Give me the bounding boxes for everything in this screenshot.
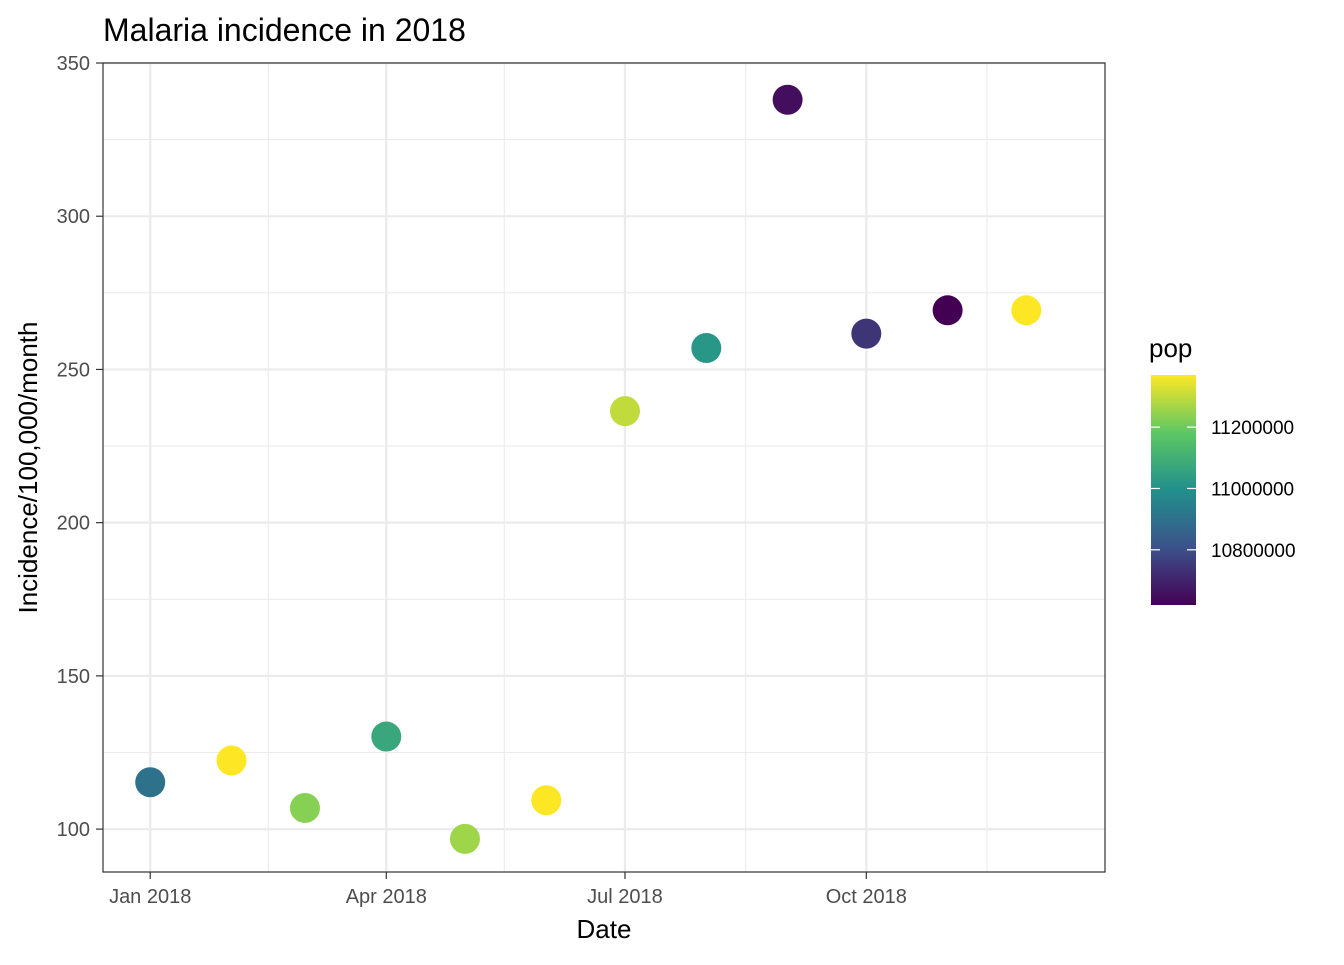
legend-tick-label: 11200000 <box>1211 418 1294 439</box>
x-tick-label: Jul 2018 <box>587 886 663 908</box>
x-axis: Jan 2018 Apr 2018 Jul 2018 Oct 2018 <box>109 872 907 908</box>
plot-panel <box>103 63 1105 872</box>
data-point <box>289 792 320 823</box>
data-point <box>135 767 166 798</box>
x-tick-label: Apr 2018 <box>346 886 427 908</box>
legend-title: pop <box>1149 333 1192 363</box>
chart-title: Malaria incidence in 2018 <box>103 12 466 48</box>
y-tick-label: 350 <box>57 53 90 75</box>
color-legend: pop 10800000 11000000 11200000 <box>1149 333 1296 605</box>
data-point <box>851 318 882 349</box>
y-axis-title: Incidence/100,000/month <box>13 322 43 614</box>
data-point <box>1011 295 1042 326</box>
y-tick-label: 250 <box>57 359 90 381</box>
data-point <box>449 823 480 854</box>
y-tick-label: 200 <box>57 513 90 535</box>
y-axis: 100 150 200 250 300 350 <box>57 53 103 841</box>
data-points <box>135 84 1042 854</box>
legend-tick-label: 10800000 <box>1211 541 1296 562</box>
x-tick-label: Jan 2018 <box>109 886 191 908</box>
legend-colorbar <box>1151 375 1196 605</box>
data-point <box>216 745 247 776</box>
legend-tick-label: 11000000 <box>1211 479 1294 500</box>
data-point <box>609 396 640 427</box>
y-tick-label: 100 <box>57 819 90 841</box>
y-tick-label: 300 <box>57 206 90 228</box>
data-point <box>691 332 722 363</box>
y-tick-label: 150 <box>57 666 90 688</box>
grid-lines <box>103 61 1105 872</box>
data-point <box>772 84 803 115</box>
plot-panel-border <box>102 62 1106 873</box>
x-tick-label: Oct 2018 <box>826 886 907 908</box>
data-point <box>932 295 963 326</box>
x-axis-title: Date <box>577 914 632 944</box>
data-point <box>531 785 562 816</box>
data-point <box>371 721 402 752</box>
